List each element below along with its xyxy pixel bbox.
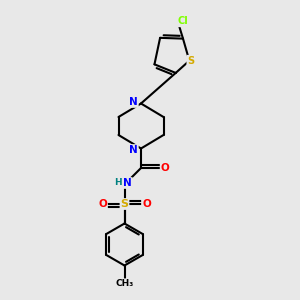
Text: H: H — [114, 178, 122, 187]
Text: O: O — [98, 199, 107, 209]
Text: O: O — [142, 199, 151, 209]
Text: Cl: Cl — [177, 16, 188, 26]
Text: O: O — [160, 163, 169, 173]
Text: N: N — [129, 97, 138, 107]
Text: CH₃: CH₃ — [116, 279, 134, 288]
Text: S: S — [187, 56, 194, 66]
Text: N: N — [129, 145, 138, 155]
Text: S: S — [121, 199, 128, 209]
Text: N: N — [123, 178, 132, 188]
